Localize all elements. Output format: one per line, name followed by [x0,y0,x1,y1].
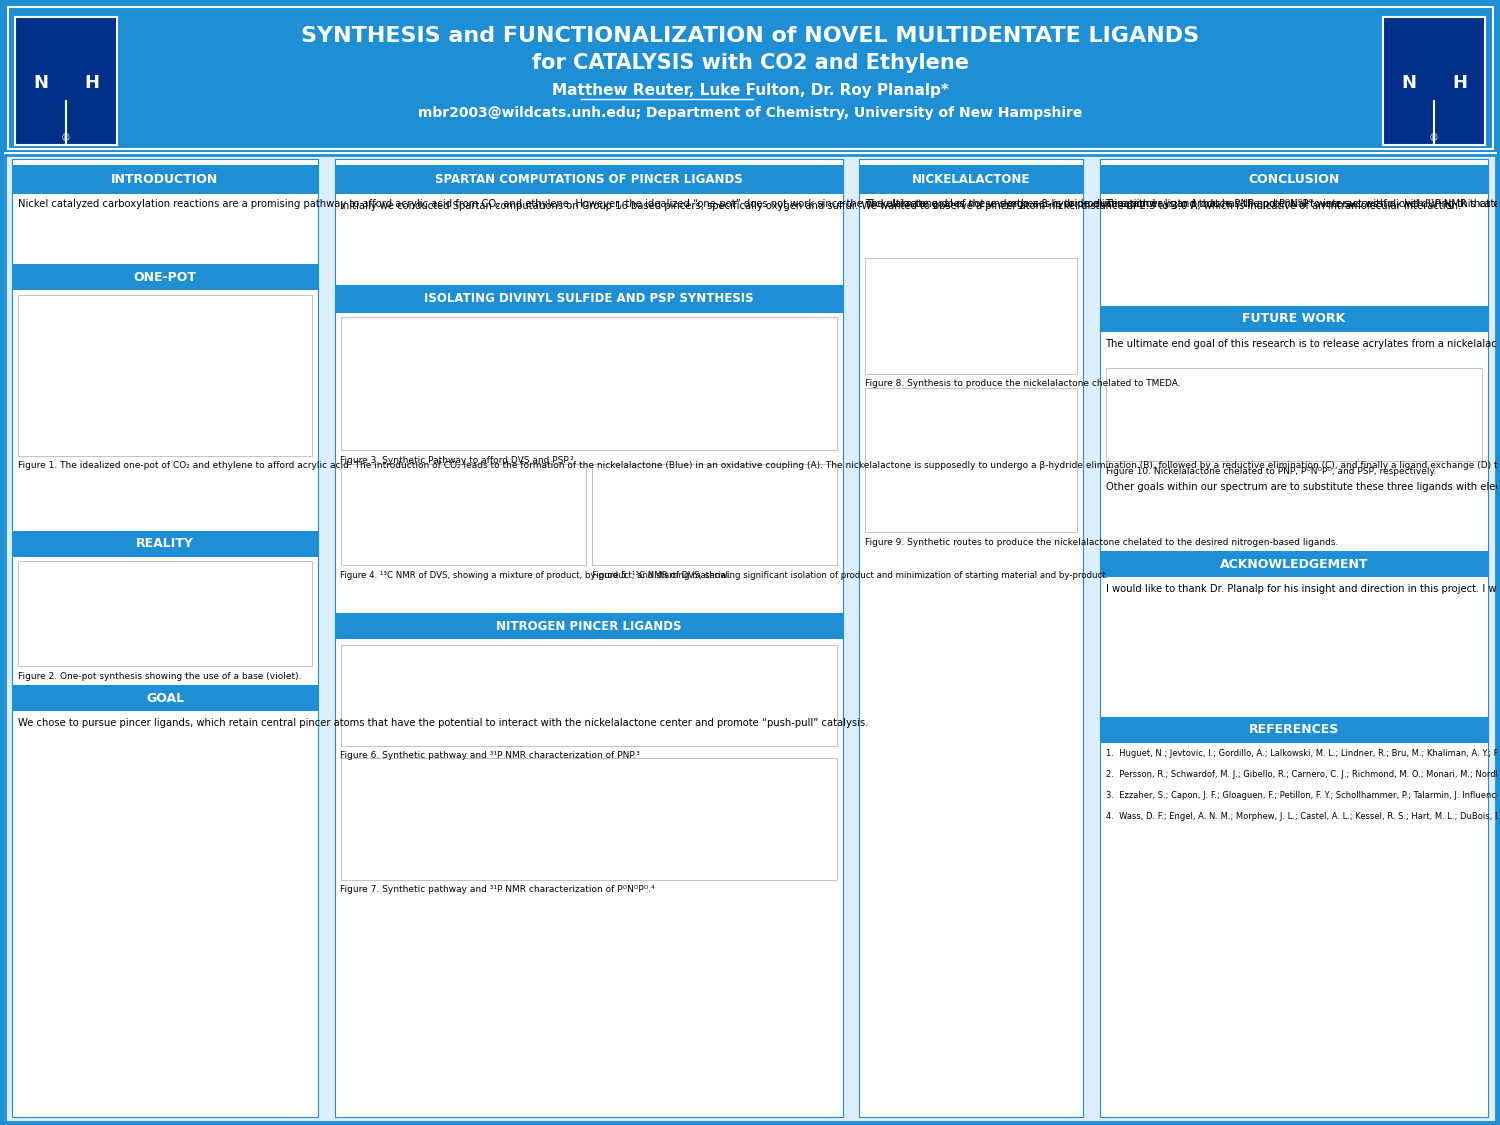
Text: Other goals within our spectrum are to substitute these three ligands with elect: Other goals within our spectrum are to s… [1106,482,1500,492]
Text: Initially we conducted Spartan computations on Group 16 based pincers, specifica: Initially we conducted Spartan computati… [340,199,1461,212]
Text: Figure 2. One-pot synthesis showing the use of a base (violet).: Figure 2. One-pot synthesis showing the … [18,672,302,681]
Text: Figure 9. Synthetic routes to produce the nickelalactone chelated to the desired: Figure 9. Synthetic routes to produce th… [865,538,1340,547]
FancyBboxPatch shape [340,645,837,746]
FancyBboxPatch shape [340,758,837,880]
Text: Figure 1. The idealized one-pot of CO₂ and ethylene to afford acrylic acid. The : Figure 1. The idealized one-pot of CO₂ a… [18,461,1500,470]
FancyBboxPatch shape [12,264,318,290]
FancyBboxPatch shape [859,159,1083,1117]
FancyBboxPatch shape [340,464,585,565]
Text: ISOLATING DIVINYL SULFIDE AND PSP SYNTHESIS: ISOLATING DIVINYL SULFIDE AND PSP SYNTHE… [424,292,753,305]
Text: SPARTAN COMPUTATIONS OF PINCER LIGANDS: SPARTAN COMPUTATIONS OF PINCER LIGANDS [435,173,742,186]
Text: Figure 10. Nickelalactone chelated to PNP, PᴼNᴼPᴼ, and PSP, respectively.: Figure 10. Nickelalactone chelated to PN… [1106,467,1436,476]
FancyBboxPatch shape [1100,159,1488,1117]
FancyBboxPatch shape [865,258,1077,374]
Text: ®: ® [1430,134,1438,143]
Text: Figure 4. ¹³C NMR of DVS, showing a mixture of product, by-product, and starting: Figure 4. ¹³C NMR of DVS, showing a mixt… [340,572,732,580]
Text: GOAL: GOAL [146,692,184,704]
Text: NITROGEN PINCER LIGANDS: NITROGEN PINCER LIGANDS [496,620,681,632]
FancyBboxPatch shape [0,0,1500,152]
Text: NICKELALACTONE: NICKELALACTONE [912,173,1030,186]
FancyBboxPatch shape [865,388,1077,532]
Text: I would like to thank Dr. Planalp for his insight and direction in this project.: I would like to thank Dr. Planalp for hi… [1106,584,1500,594]
FancyBboxPatch shape [1383,17,1485,145]
FancyBboxPatch shape [12,165,318,194]
FancyBboxPatch shape [1100,551,1488,577]
FancyBboxPatch shape [18,561,312,666]
Text: for CATALYSIS with CO2 and Ethylene: for CATALYSIS with CO2 and Ethylene [531,53,969,73]
Text: N: N [1401,74,1416,92]
Text: Matthew Reuter, Luke Fulton, Dr. Roy Planalp*: Matthew Reuter, Luke Fulton, Dr. Roy Pla… [552,82,948,98]
Text: Figure 3. Synthetic Pathway to afford DVS and PSP.²: Figure 3. Synthetic Pathway to afford DV… [340,456,574,465]
FancyBboxPatch shape [12,159,318,1117]
FancyBboxPatch shape [18,295,312,456]
FancyBboxPatch shape [334,165,843,194]
Text: Figure 8. Synthesis to produce the nickelalactone chelated to TMEDA.: Figure 8. Synthesis to produce the nicke… [865,379,1180,388]
FancyBboxPatch shape [591,464,837,565]
Text: The ultimate end goal of this research is to release acrylates from a nickelalac: The ultimate end goal of this research i… [1106,339,1500,349]
Text: ACKNOWLEDGEMENT: ACKNOWLEDGEMENT [1220,558,1368,570]
Text: Figure 6. Synthetic pathway and ³¹P NMR characterization of PNP.³: Figure 6. Synthetic pathway and ³¹P NMR … [340,752,640,760]
Text: mbr2003@wildcats.unh.edu; Department of Chemistry, University of New Hampshire: mbr2003@wildcats.unh.edu; Department of … [419,106,1082,119]
Text: FUTURE WORK: FUTURE WORK [1242,313,1346,325]
Text: REFERENCES: REFERENCES [1248,723,1340,736]
FancyBboxPatch shape [859,165,1083,194]
FancyBboxPatch shape [12,531,318,557]
Text: Figure 7. Synthetic pathway and ³¹P NMR characterization of PᴼNᴼPᴼ.⁴: Figure 7. Synthetic pathway and ³¹P NMR … [340,885,656,894]
Text: The ultimate goal of these syntheses is to produce a pincer ligand that has the : The ultimate goal of these syntheses is … [865,199,1500,209]
Text: H: H [1452,74,1467,92]
FancyBboxPatch shape [334,613,843,639]
FancyBboxPatch shape [15,17,117,145]
FancyBboxPatch shape [1100,717,1488,742]
FancyBboxPatch shape [340,317,837,450]
Text: ®: ® [62,134,70,143]
Text: INTRODUCTION: INTRODUCTION [111,173,219,186]
FancyBboxPatch shape [1100,165,1488,194]
Text: Figure 5. ¹³C NMR of DVS, showing significant isolation of product and minimizat: Figure 5. ¹³C NMR of DVS, showing signif… [591,572,1108,580]
Text: N: N [33,74,48,92]
FancyBboxPatch shape [1106,368,1482,461]
FancyBboxPatch shape [334,285,843,313]
FancyBboxPatch shape [334,159,843,1117]
FancyBboxPatch shape [4,155,1496,1122]
FancyBboxPatch shape [1100,306,1488,332]
Text: We chose to pursue pincer ligands, which retain central pincer atoms that have t: We chose to pursue pincer ligands, which… [18,718,868,728]
Text: ONE-POT: ONE-POT [134,271,196,284]
Text: The pathways to produce PNP and PᴼNᴼPᴼ were successful, with ³¹P NMR that corres: The pathways to produce PNP and PᴼNᴼPᴼ w… [1106,199,1500,209]
Text: SYNTHESIS and FUNCTIONALIZATION of NOVEL MULTIDENTATE LIGANDS: SYNTHESIS and FUNCTIONALIZATION of NOVEL… [302,26,1198,46]
FancyBboxPatch shape [12,685,318,711]
Text: Nickel catalyzed carboxylation reactions are a promising pathway to afford acryl: Nickel catalyzed carboxylation reactions… [18,199,1156,209]
Text: CONCLUSION: CONCLUSION [1248,173,1340,186]
Text: REALITY: REALITY [136,538,194,550]
Text: 1.  Huguet, N.; Jevtovic, I.; Gordillo, A.; Lalkowski, M. L.; Lindner, R.; Bru, : 1. Huguet, N.; Jevtovic, I.; Gordillo, A… [1106,749,1500,820]
Text: H: H [84,74,99,92]
